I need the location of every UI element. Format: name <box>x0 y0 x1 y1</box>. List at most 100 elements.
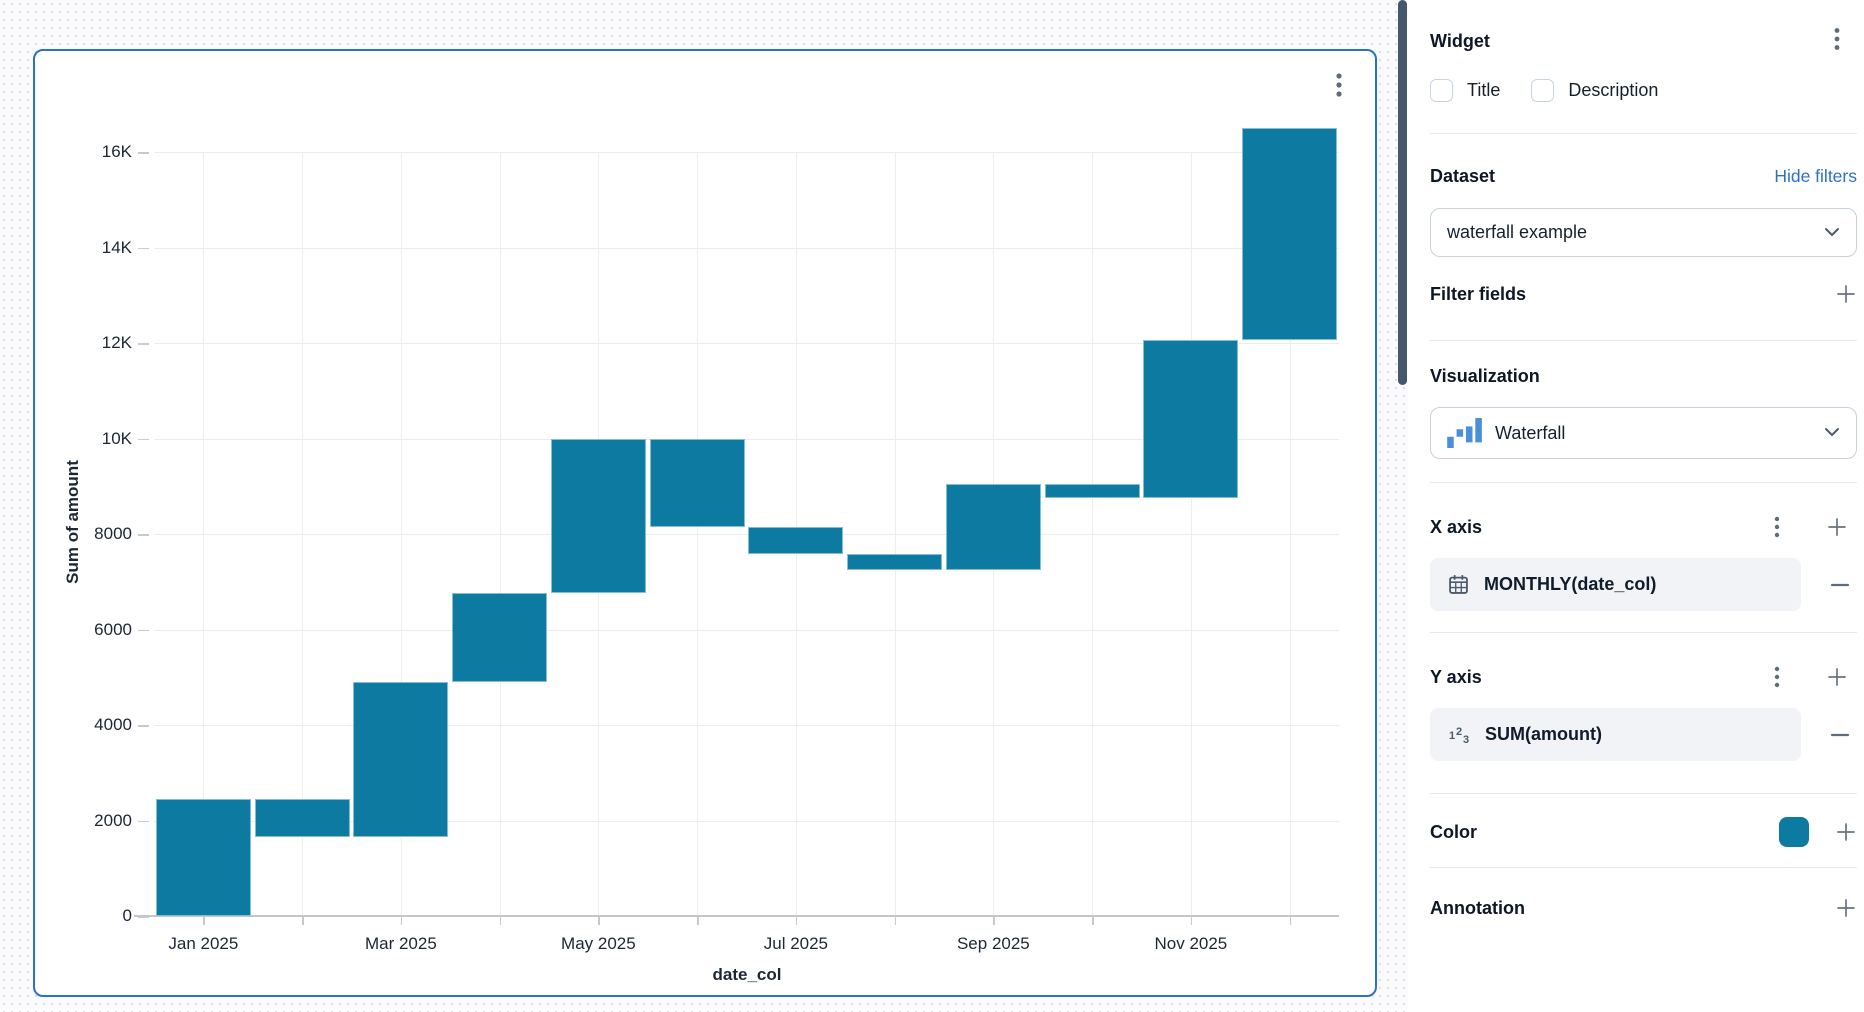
widget-kebab-icon[interactable] <box>1334 72 1344 98</box>
horizontal-gridline <box>154 629 1339 631</box>
divider <box>1430 133 1857 134</box>
waterfall-bar[interactable] <box>1143 340 1239 498</box>
chart-widget[interactable]: Jan 2025 Mar 2025 May 2025 Jul 2025 Sep 2025… <box>33 49 1377 997</box>
svg-text:1: 1 <box>1449 730 1455 742</box>
svg-text:2: 2 <box>1456 726 1462 738</box>
y-axis-add-button[interactable] <box>1826 666 1848 688</box>
annotation-add-button[interactable] <box>1835 897 1857 919</box>
dataset-header: Dataset Hide filters <box>1430 165 1857 187</box>
chevron-down-icon <box>1824 224 1840 242</box>
dataset-selected-value: waterfall example <box>1447 222 1588 242</box>
y-tick <box>138 629 149 631</box>
scrollbar-thumb[interactable] <box>1398 0 1407 385</box>
visualization-header: Visualization <box>1430 365 1857 387</box>
annotation-row: Annotation <box>1430 895 1857 921</box>
y-axis-kebab-icon[interactable] <box>1766 666 1788 688</box>
dataset-select[interactable]: waterfall example <box>1430 208 1857 257</box>
config-sidebar: Widget Title Description Dataset Hide fi… <box>1408 0 1864 1012</box>
divider <box>1430 867 1857 868</box>
y-axis-field-pill[interactable]: 1 2 3 SUM(amount) <box>1430 708 1801 761</box>
x-tick <box>598 916 600 925</box>
x-axis-header: X axis <box>1430 516 1857 538</box>
annotation-heading: Annotation <box>1430 898 1525 918</box>
waterfall-bar[interactable] <box>550 438 646 594</box>
calendar-icon <box>1447 573 1470 596</box>
x-tick <box>499 916 502 925</box>
x-axis-add-button[interactable] <box>1826 516 1848 538</box>
y-tick <box>138 247 149 249</box>
waterfall-bar[interactable] <box>748 526 844 554</box>
y-tick-label: 4000 <box>94 715 132 734</box>
waterfall-bar[interactable] <box>155 799 251 916</box>
sidebar-header: Widget <box>1430 28 1857 52</box>
svg-text:3: 3 <box>1463 734 1469 746</box>
y-tick <box>138 438 149 440</box>
visualization-selected-value: Waterfall <box>1495 422 1566 443</box>
divider <box>1430 793 1857 794</box>
x-tick <box>1190 916 1193 925</box>
waterfall-bar[interactable] <box>353 682 449 838</box>
waterfall-bar[interactable] <box>945 483 1041 571</box>
sidebar-kebab-icon[interactable] <box>1826 28 1848 50</box>
waterfall-bar[interactable] <box>649 438 745 527</box>
x-tick <box>400 916 403 925</box>
y-axis-title: Sum of amount <box>63 460 82 584</box>
visualization-heading: Visualization <box>1430 366 1540 386</box>
color-add-button[interactable] <box>1835 821 1857 843</box>
filter-fields-heading: Filter fields <box>1430 284 1527 304</box>
dataset-heading: Dataset <box>1430 166 1496 186</box>
y-axis-remove-button[interactable] <box>1829 724 1851 746</box>
visualization-select[interactable]: Waterfall <box>1430 407 1857 459</box>
horizontal-gridline <box>154 725 1339 726</box>
hide-filters-link[interactable]: Hide filters <box>1774 165 1857 186</box>
y-axis-field-label: SUM(amount) <box>1485 724 1602 744</box>
x-tick <box>993 916 995 925</box>
y-axis-heading: Y axis <box>1430 667 1482 687</box>
title-checkbox-label: Title <box>1467 79 1501 100</box>
waterfall-bar[interactable] <box>254 799 350 838</box>
title-checkbox[interactable] <box>1430 78 1453 102</box>
x-axis-remove-button[interactable] <box>1829 574 1851 596</box>
waterfall-bar[interactable] <box>452 593 548 683</box>
x-axis-line <box>134 915 1339 917</box>
x-tick-label: Nov 2025 <box>1154 934 1228 953</box>
y-tick <box>138 343 149 345</box>
y-tick-label: 16K <box>101 142 132 161</box>
y-tick-label: 10K <box>101 428 132 448</box>
y-tick-label: 14K <box>101 237 132 257</box>
y-tick <box>138 152 149 154</box>
color-swatch[interactable] <box>1779 817 1809 847</box>
y-tick <box>138 534 149 536</box>
x-axis-kebab-icon[interactable] <box>1766 516 1788 538</box>
x-axis-field-pill[interactable]: MONTHLY(date_col) <box>1430 558 1801 611</box>
x-tick-label: Jan 2025 <box>168 934 239 953</box>
y-tick-label: 12K <box>101 333 132 352</box>
x-tick-label: Sep 2025 <box>956 934 1030 953</box>
x-tick-label: Mar 2025 <box>364 934 437 953</box>
y-axis-header: Y axis <box>1430 666 1857 688</box>
x-tick <box>302 916 304 925</box>
x-tick-label: May 2025 <box>561 934 636 953</box>
divider <box>1430 340 1857 341</box>
y-tick <box>138 725 149 727</box>
x-axis-heading: X axis <box>1430 517 1483 537</box>
waterfall-bar[interactable] <box>1242 127 1338 341</box>
waterfall-bar[interactable] <box>1044 483 1140 498</box>
waterfall-bar[interactable] <box>847 553 943 571</box>
horizontal-gridline <box>154 343 1339 344</box>
y-tick-label: 2000 <box>94 810 132 830</box>
widget-toggles: Title Description <box>1430 77 1857 103</box>
sidebar-title: Widget <box>1430 31 1490 51</box>
y-tick-label: 8000 <box>94 524 132 543</box>
description-checkbox[interactable] <box>1531 78 1555 102</box>
x-tick <box>1289 916 1292 925</box>
x-tick <box>697 916 699 925</box>
filter-fields-row: Filter fields <box>1430 281 1857 307</box>
add-filter-button[interactable] <box>1835 283 1857 305</box>
y-tick-label: 6000 <box>94 619 132 639</box>
horizontal-gridline <box>154 820 1339 822</box>
color-heading: Color <box>1430 822 1477 842</box>
divider <box>1430 632 1857 633</box>
x-tick <box>894 916 897 925</box>
